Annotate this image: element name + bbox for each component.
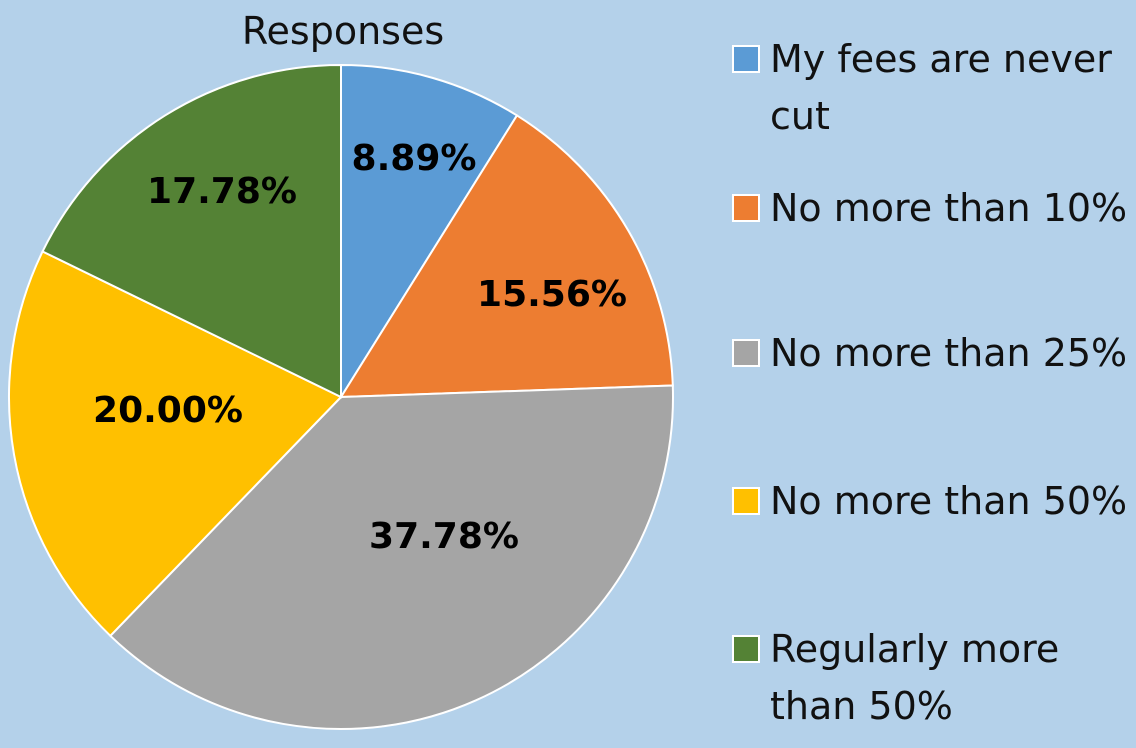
pie-slice-5 [41,63,342,399]
legend-label-5: Regularly more than 50% [770,627,1059,728]
slice-labels: 8.89% 15.56% 37.78% 20.00% 17.78% [93,138,627,557]
legend-item-5: Regularly more than 50% [732,627,1059,728]
legend-label-1: My fees are never cut [770,37,1112,138]
slice-data-label-2: 15.56% [477,274,627,315]
pie-slice-4 [8,250,343,638]
legend-label-3: No more than 25% [770,331,1127,375]
pie-slices [8,63,674,730]
pie-slice-3 [108,384,674,730]
legend-item-3: No more than 25% [732,331,1127,375]
legend-swatch-5 [732,635,760,663]
legend-label-2: No more than 10% [770,186,1127,230]
pie-slice-1 [340,63,519,401]
legend-item-4: No more than 50% [732,479,1127,523]
legend-item-2: No more than 10% [732,186,1127,230]
pie-slice-2 [339,114,674,399]
legend-swatch-3 [732,339,760,367]
legend-label-4: No more than 50% [770,479,1127,523]
legend-swatch-2 [732,194,760,222]
legend-swatch-1 [732,45,760,73]
slice-data-label-3: 37.78% [369,516,519,557]
legend-item-1: My fees are never cut [732,37,1112,138]
slice-data-label-1: 8.89% [352,138,477,179]
slice-data-label-4: 20.00% [93,390,243,431]
legend-swatch-4 [732,487,760,515]
legend: My fees are never cut No more than 10% No m… [732,37,1127,728]
chart-title: Responses [242,9,444,53]
slice-data-label-5: 17.78% [147,171,297,212]
